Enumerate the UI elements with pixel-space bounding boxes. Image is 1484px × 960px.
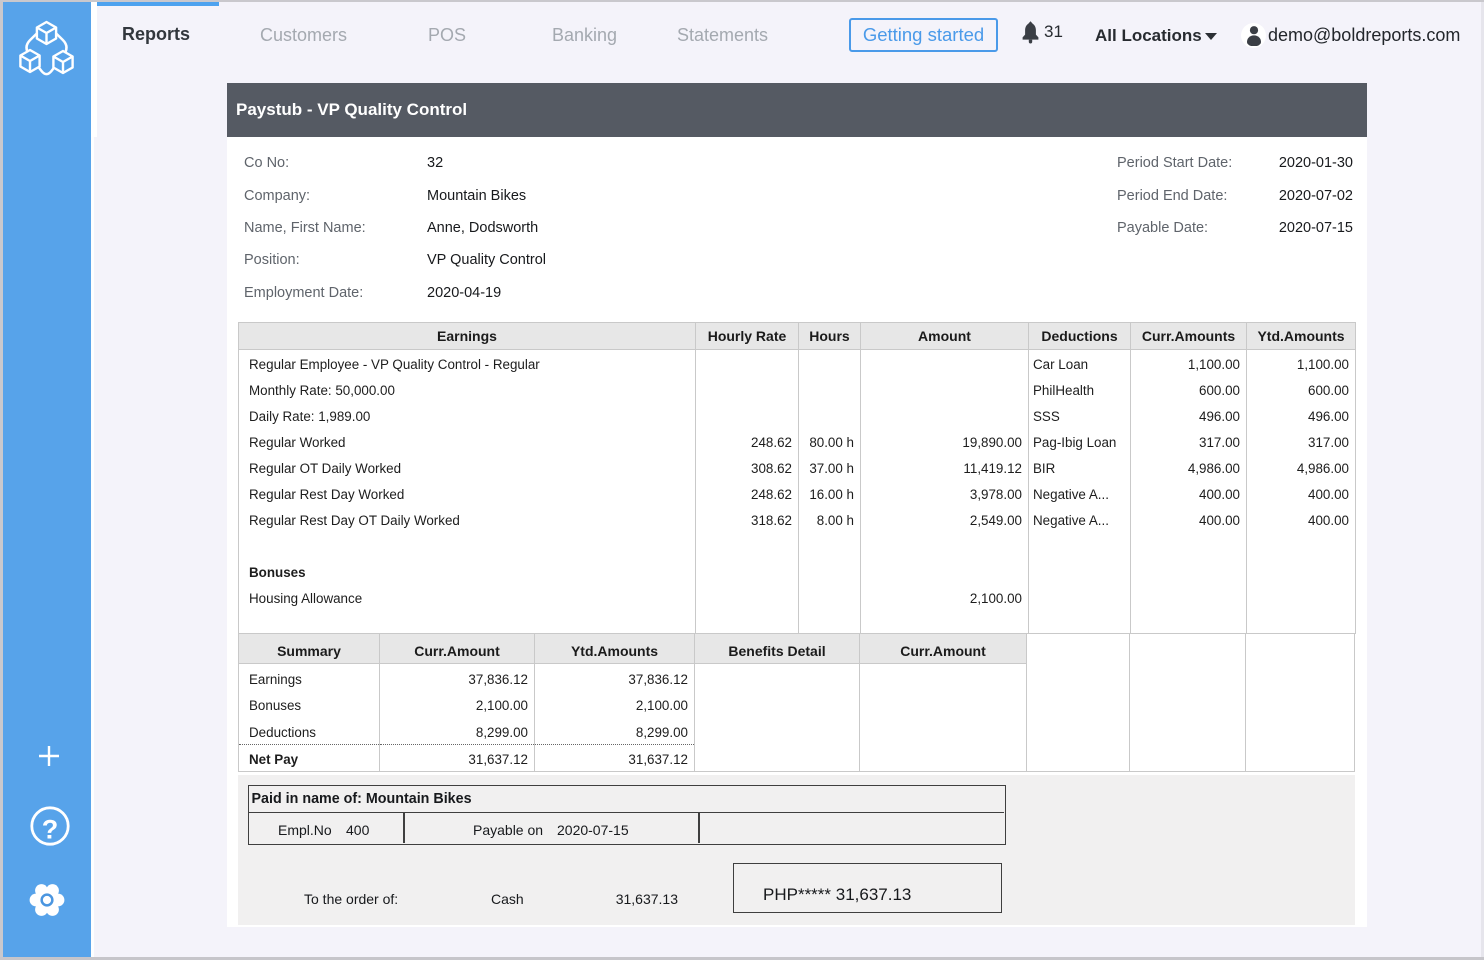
svg-text:?: ? (41, 814, 58, 844)
